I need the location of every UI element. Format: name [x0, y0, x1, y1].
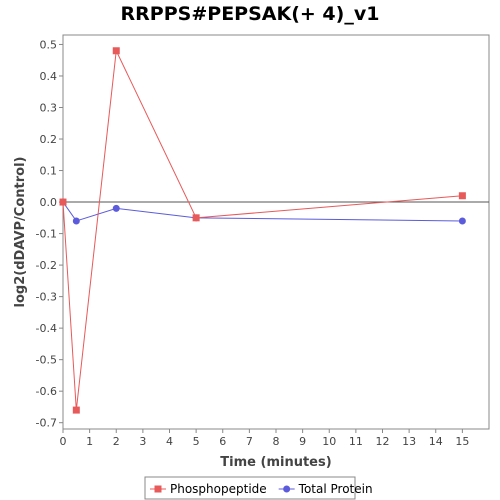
- data-point: [458, 192, 466, 200]
- x-tick-label: 14: [429, 435, 443, 448]
- x-tick-label: 7: [246, 435, 253, 448]
- y-axis-label: log2(dDAVP/Control): [13, 157, 28, 308]
- legend-label: Total Protein: [298, 482, 373, 496]
- data-point: [458, 217, 466, 225]
- y-tick-label: -0.1: [36, 228, 57, 241]
- legend-label: Phosphopeptide: [170, 482, 267, 496]
- data-point: [72, 217, 80, 225]
- data-point: [112, 204, 120, 212]
- x-tick-label: 1: [86, 435, 93, 448]
- data-point: [59, 198, 67, 206]
- x-tick-label: 8: [273, 435, 280, 448]
- x-tick-label: 4: [166, 435, 173, 448]
- x-tick-label: 6: [219, 435, 226, 448]
- legend-marker: [283, 485, 291, 493]
- y-tick-label: -0.2: [36, 259, 57, 272]
- x-tick-label: 11: [349, 435, 363, 448]
- y-tick-label: 0.5: [40, 38, 58, 51]
- axes: -0.7 -0.6 -0.5 -0.4 -0.3 -0.2 -0.1 0.0 0.1 0.2 0.3…: [36, 35, 489, 448]
- series-layer: [59, 47, 466, 414]
- y-tick-label: 0.0: [40, 196, 58, 209]
- data-point: [72, 406, 80, 414]
- y-tick-label: -0.4: [36, 322, 57, 335]
- x-tick-label: 13: [402, 435, 416, 448]
- legend: Phosphopeptide Total Protein: [144, 476, 373, 500]
- x-tick-label: 2: [113, 435, 120, 448]
- y-tick-label: -0.3: [36, 291, 57, 304]
- y-tick-label: 0.4: [40, 70, 58, 83]
- y-tick-label: -0.7: [36, 417, 57, 430]
- x-tick-label: 9: [299, 435, 306, 448]
- legend-marker: [154, 485, 162, 493]
- y-tick-label: 0.3: [40, 101, 58, 114]
- y-tick-label: -0.6: [36, 385, 57, 398]
- y-tick-label: 0.2: [40, 133, 58, 146]
- x-tick-label: 10: [322, 435, 336, 448]
- x-tick-label: 0: [60, 435, 67, 448]
- x-tick-label: 3: [139, 435, 146, 448]
- x-axis-label: Time (minutes): [220, 455, 331, 470]
- y-tick-label: -0.5: [36, 354, 57, 367]
- data-point: [112, 47, 120, 55]
- x-tick-label: 12: [376, 435, 390, 448]
- plot-area: [62, 34, 490, 430]
- data-point: [192, 214, 200, 222]
- x-tick-label: 15: [455, 435, 469, 448]
- legend-box: [144, 476, 356, 500]
- chart-title: RRPPS#PEPSAK(+ 4)_v1: [120, 3, 380, 25]
- x-tick-label: 5: [193, 435, 200, 448]
- y-tick-label: 0.1: [40, 165, 58, 178]
